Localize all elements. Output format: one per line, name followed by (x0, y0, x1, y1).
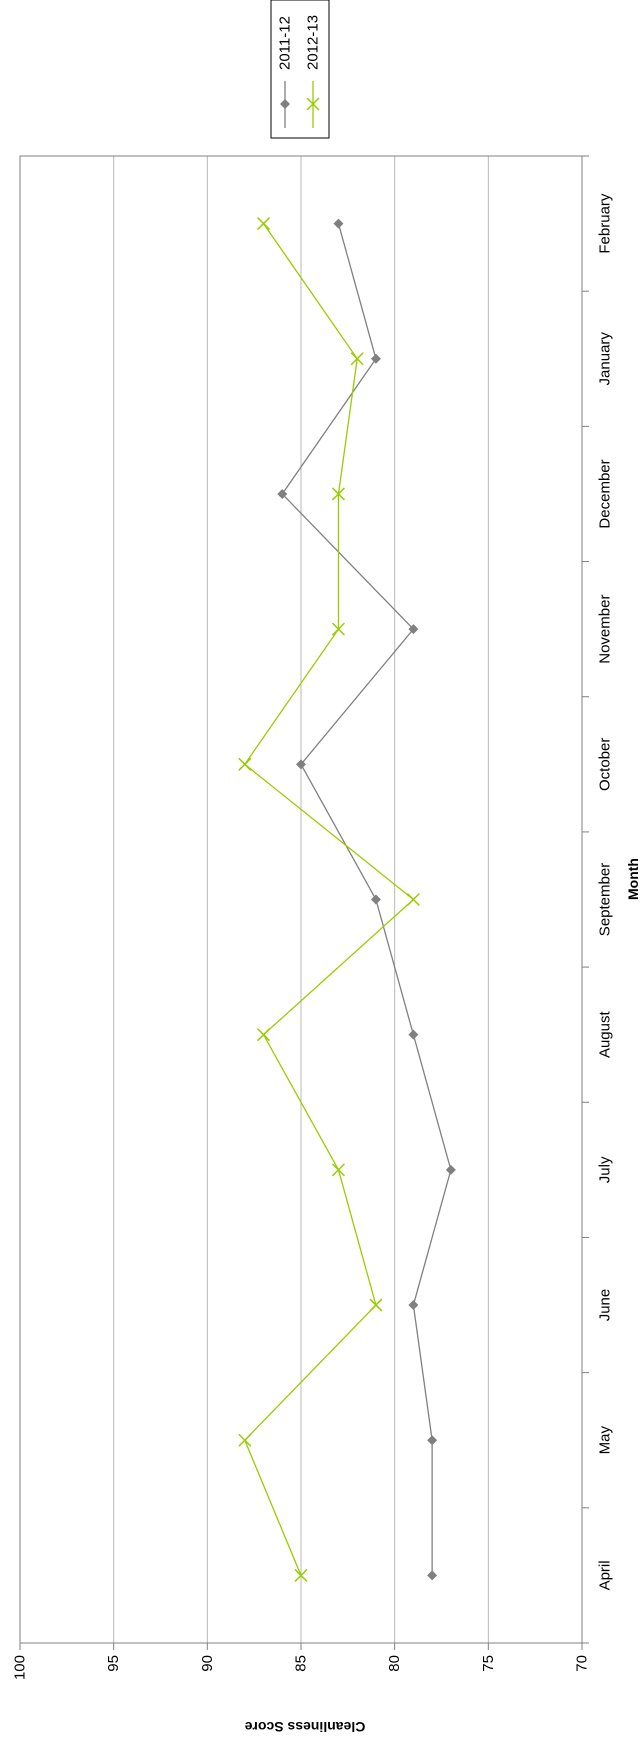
series-lines (238, 217, 456, 1582)
x-tick-label: September (597, 863, 614, 936)
y-tick-label: 85 (293, 1655, 310, 1672)
legend-label: 2011-12 (277, 16, 294, 70)
legend-box (270, 0, 330, 139)
legend-label: 2012-13 (305, 15, 322, 70)
data-point (370, 353, 381, 364)
data-point (445, 1164, 456, 1175)
y-tick-label: 70 (574, 1655, 591, 1672)
series-2011-12 (277, 218, 456, 1581)
y-axis-title: Cleanliness Score (244, 1719, 365, 1735)
y-tick-label: 95 (105, 1655, 122, 1672)
y-tick-label: 80 (386, 1655, 403, 1672)
data-point (257, 1028, 271, 1042)
legend-swatch-marker (280, 99, 290, 109)
x-axis-ticks: April May June July August September October No… (582, 155, 614, 1644)
data-point (406, 892, 420, 907)
series-2012-13 (238, 217, 420, 1582)
data-point (370, 894, 381, 905)
legend: 2011-12 2012-13 (270, 0, 330, 139)
data-point (427, 1435, 438, 1446)
x-tick-label: December (597, 459, 614, 528)
data-point (427, 1570, 438, 1581)
x-tick-label: October (597, 738, 614, 791)
data-point (257, 217, 271, 231)
data-point (238, 1433, 252, 1447)
data-point (369, 1298, 383, 1312)
data-point (296, 759, 306, 770)
data-point (331, 487, 345, 501)
y-tick-label: 100 (12, 1655, 29, 1680)
data-point (294, 1568, 308, 1582)
y-tick-label: 75 (480, 1655, 497, 1672)
x-tick-label: June (597, 1289, 614, 1322)
data-point (350, 352, 364, 366)
x-tick-label: May (597, 1426, 614, 1455)
legend-swatch-marker (306, 97, 320, 111)
y-axis-ticks: 70 75 80 85 90 95 100 (12, 1643, 591, 1680)
data-point (277, 488, 288, 499)
data-point (333, 218, 344, 229)
data-point (331, 622, 345, 636)
x-tick-label: April (597, 1560, 614, 1590)
plot-area (19, 155, 583, 1644)
data-point (408, 1029, 419, 1040)
x-tick-label: February (597, 193, 614, 254)
x-tick-label: January (597, 332, 614, 386)
data-point (331, 1163, 345, 1177)
x-tick-label: November (597, 595, 614, 664)
data-point (408, 1300, 419, 1311)
series-line (281, 223, 452, 1576)
data-point (238, 757, 252, 771)
x-tick-label: July (597, 1156, 614, 1183)
x-axis-title: Month (625, 858, 641, 900)
x-tick-label: August (597, 1011, 614, 1059)
y-tick-label: 90 (199, 1655, 216, 1672)
data-point (408, 624, 419, 635)
